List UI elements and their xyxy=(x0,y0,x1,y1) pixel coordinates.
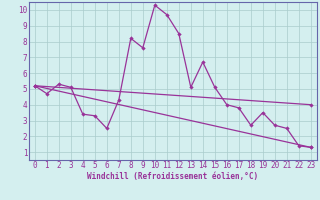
X-axis label: Windchill (Refroidissement éolien,°C): Windchill (Refroidissement éolien,°C) xyxy=(87,172,258,181)
